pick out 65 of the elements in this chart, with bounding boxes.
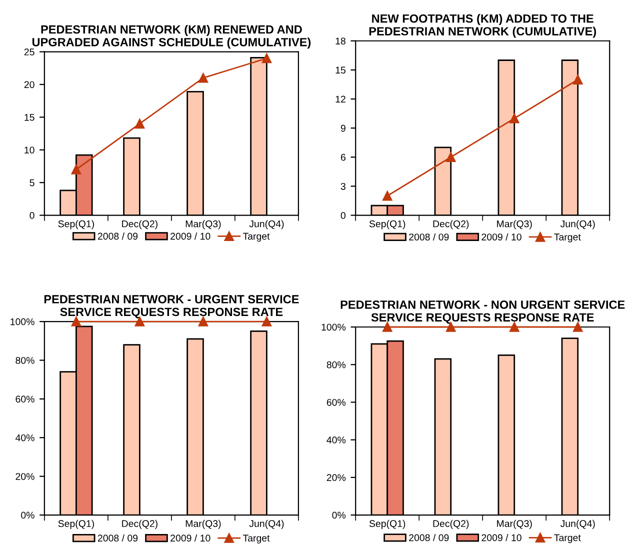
y-tick-label: 0: [30, 212, 34, 219]
y-tick-label: 0%: [21, 512, 34, 519]
x-tick-label: Dec(Q2): [433, 220, 469, 230]
legend-label: 2009 / 10: [482, 534, 522, 542]
legend-label: 2008 / 09: [98, 232, 138, 240]
point: [509, 114, 520, 124]
legend-label: 2009 / 10: [170, 232, 210, 240]
y-tick-label: 60%: [326, 398, 346, 406]
point: [382, 191, 392, 201]
x-tick-label: Mar(Q3): [186, 520, 221, 529]
y-tick-label: 60%: [16, 396, 34, 403]
y-tick-label: 100%: [10, 318, 34, 326]
y-tick-label: 15: [336, 66, 346, 74]
y-tick-label: 10: [24, 146, 34, 154]
chart-title: PEDESTRIAN NETWORK - NON URGENT SERVICE SERVICE REQUESTS RESPONSE RATE: [340, 300, 625, 324]
x-tick-label: Sep(Q1): [369, 220, 406, 230]
y-tick-label: 20%: [326, 474, 346, 482]
x-tick-label: Sep(Q1): [369, 520, 406, 529]
y-tick-label: 3: [340, 182, 346, 190]
x-tick-label: Dec(Q2): [433, 520, 469, 529]
x-tick-label: Sep(Q1): [58, 220, 94, 230]
y-tick-label: 12: [336, 96, 346, 103]
y-tick-label: 25: [24, 48, 34, 56]
legend-label: 2008 / 09: [409, 534, 449, 542]
chart-title: NEW FOOTPATHS (KM) ADDED TO THE PEDESTRIAN NETWORK (CUMULATIVE): [369, 14, 596, 38]
legend-label: Target: [554, 534, 581, 544]
y-tick-label: 0: [340, 212, 346, 219]
x-tick-label: Jun(Q4): [249, 520, 284, 529]
legend-label: 2008 / 09: [409, 233, 449, 240]
x-tick-label: Sep(Q1): [58, 520, 94, 529]
y-tick-label: 18: [336, 38, 346, 44]
y-tick-label: 5: [30, 179, 34, 186]
point: [446, 152, 456, 162]
y-tick-label: 0%: [332, 512, 346, 519]
point: [71, 164, 82, 174]
x-tick-label: Dec(Q2): [122, 220, 158, 230]
x-tick-label: Jun(Q4): [249, 220, 284, 230]
point: [134, 118, 145, 129]
y-tick-label: 20: [24, 81, 34, 88]
point: [262, 53, 272, 64]
x-tick-label: Mar(Q3): [186, 220, 221, 230]
y-tick-label: 40%: [326, 436, 346, 444]
y-tick-label: 40%: [15, 434, 34, 442]
point: [572, 74, 583, 84]
x-tick-label: Mar(Q3): [497, 220, 532, 230]
x-tick-label: Mar(Q3): [497, 520, 532, 529]
legend-label: Target: [554, 234, 581, 242]
legend-label: Target: [242, 534, 270, 544]
legend-label: 2009 / 10: [482, 233, 522, 240]
y-tick-label: 20%: [16, 473, 34, 480]
x-tick-label: Jun(Q4): [560, 220, 595, 230]
x-tick-label: Jun(Q4): [560, 520, 595, 529]
y-tick-label: 6: [340, 154, 346, 161]
legend-label: Target: [242, 232, 270, 242]
chart-title: PEDESTRIAN NETWORK (KM) RENEWED AND UPGRADED AGAINST SCHEDULE (CUMULATIVE): [32, 24, 311, 49]
chart-title: PEDESTRIAN NETWORK - URGENT SERVICE SERVICE REQUESTS RESPONSE RATE: [44, 295, 299, 318]
y-tick-label: 9: [340, 124, 346, 132]
y-tick-label: 100%: [322, 324, 346, 331]
legend-label: 2008 / 09: [98, 534, 138, 542]
y-tick-label: 80%: [326, 361, 346, 368]
point: [198, 73, 208, 83]
x-tick-label: Dec(Q2): [122, 520, 158, 529]
legend-label: 2009 / 10: [170, 534, 210, 542]
y-tick-label: 80%: [16, 356, 34, 364]
y-tick-label: 15: [24, 114, 34, 121]
